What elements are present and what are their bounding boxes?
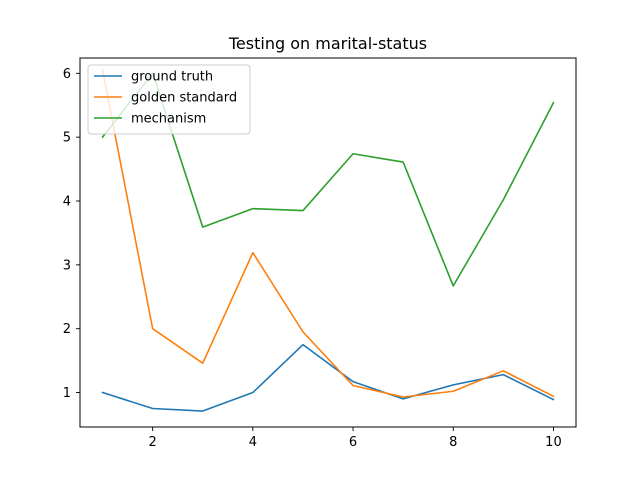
y-tick-label: 2 [63, 322, 71, 337]
y-tick-label: 3 [63, 258, 71, 273]
series-layer [101, 69, 555, 412]
legend-label-3: mechanism [131, 112, 206, 127]
legend: ground truth golden standard mechanism [87, 64, 251, 135]
legend-label-1: ground truth [131, 70, 213, 85]
y-tick-label: 4 [63, 195, 71, 210]
chart-title: Testing on marital-status [228, 34, 427, 53]
x-tick-label: 2 [149, 435, 157, 450]
legend-box [87, 64, 251, 135]
x-tick-label: 8 [449, 435, 457, 450]
series-line-3 [101, 72, 555, 287]
x-tick-label: 6 [349, 435, 357, 450]
plot-area-frame [79, 57, 577, 428]
legend-label-2: golden standard [131, 91, 237, 106]
y-tick-label: 6 [63, 67, 71, 82]
y-tick-label: 5 [63, 131, 71, 146]
x-tick-label: 4 [249, 435, 257, 450]
series-line-1 [101, 343, 555, 412]
y-tick-label: 1 [63, 386, 71, 401]
series-line-2 [101, 69, 555, 398]
y-axis: 1 2 3 4 5 6 [63, 67, 80, 401]
x-tick-label: 10 [545, 435, 562, 450]
x-axis: 2 4 6 8 10 [149, 427, 562, 450]
